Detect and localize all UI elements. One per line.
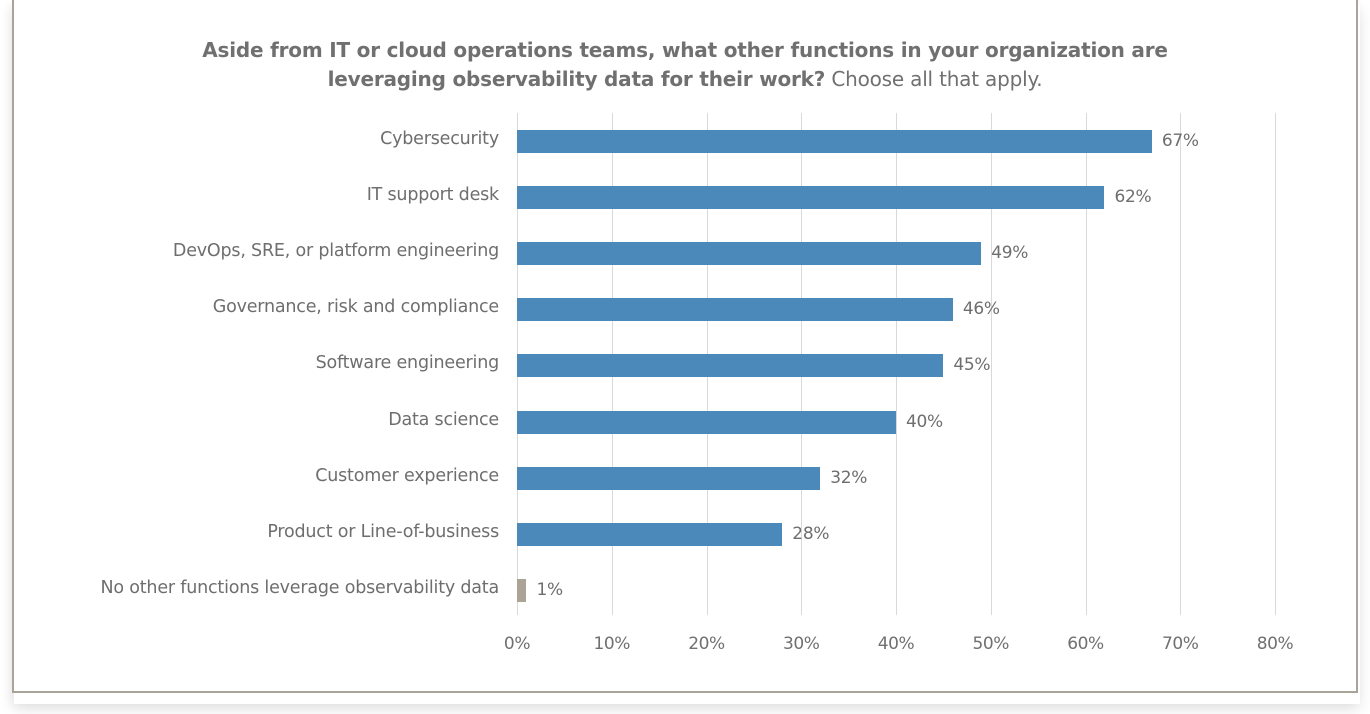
- bar: [517, 522, 783, 546]
- value-label: 45%: [953, 355, 991, 376]
- x-tick-label: 30%: [782, 634, 820, 654]
- x-tick-label: 40%: [877, 634, 915, 654]
- category-label: No other functions leverage observabilit…: [100, 577, 500, 598]
- bar: [517, 186, 1105, 210]
- gridline: [1085, 113, 1087, 615]
- category-label: Product or Line-of-business: [267, 521, 499, 542]
- value-label: 40%: [906, 411, 943, 432]
- title-subtitle: Choose all that apply.: [825, 67, 1043, 91]
- gridline: [1180, 113, 1182, 615]
- bar: [517, 354, 944, 378]
- value-label: 67%: [1161, 131, 1199, 151]
- value-label: 46%: [962, 299, 1000, 320]
- gridline: [990, 113, 992, 615]
- x-tick-label: 20%: [688, 634, 725, 654]
- x-tick-label: 50%: [972, 634, 1010, 654]
- value-label: 28%: [792, 523, 830, 544]
- gridline: [1275, 113, 1276, 615]
- category-label: Data science: [388, 409, 499, 430]
- bar: [517, 578, 527, 602]
- x-tick-label: 70%: [1161, 634, 1199, 654]
- bar: [517, 242, 982, 266]
- x-tick-label: 10%: [593, 634, 631, 654]
- value-label: 32%: [830, 467, 868, 488]
- category-label: Cybersecurity: [380, 129, 499, 149]
- value-label: 62%: [1114, 187, 1152, 208]
- bar: [517, 410, 896, 434]
- x-tick-label: 60%: [1067, 634, 1104, 654]
- title-line-1: Aside from IT or cloud operations teams,…: [202, 38, 1168, 62]
- category-label: IT support desk: [366, 185, 499, 206]
- value-label: 49%: [991, 243, 1029, 264]
- category-label: Customer experience: [315, 465, 499, 486]
- category-label: Software engineering: [315, 353, 500, 374]
- value-label: 1%: [536, 579, 563, 600]
- x-tick-label: 0%: [503, 634, 531, 654]
- bar: [517, 130, 1152, 153]
- bar: [517, 466, 821, 490]
- chart-title: Aside from IT or cloud operations teams,…: [100, 36, 1270, 94]
- x-tick-label: 80%: [1256, 634, 1294, 654]
- bar: [517, 298, 953, 322]
- category-label: DevOps, SRE, or platform engineering: [172, 241, 499, 262]
- chart-frame: [12, 0, 1358, 693]
- title-line-2-bold: leveraging observability data for their …: [327, 67, 826, 91]
- category-label: Governance, risk and compliance: [212, 297, 499, 318]
